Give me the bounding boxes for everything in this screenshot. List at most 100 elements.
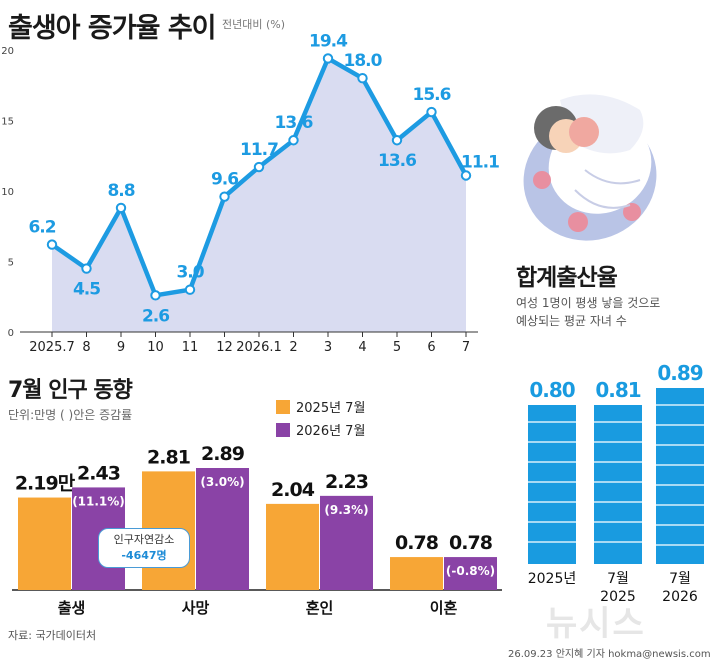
birthrate-bar-chart: 0.80 2025년 0.81 7월 2025 0.89 7월 2026 bbox=[528, 361, 704, 605]
line-point bbox=[81, 263, 92, 274]
population-unit: 단위:만명 ( )안은 증감률 bbox=[8, 408, 133, 422]
bar-value-label: 2.23 bbox=[325, 471, 368, 493]
y-tick-label: 10 bbox=[1, 187, 14, 198]
x-tick-label: 6 bbox=[427, 340, 435, 355]
point-data-label: 8.8 bbox=[107, 181, 134, 201]
line-point bbox=[219, 191, 230, 202]
line-point bbox=[46, 239, 58, 250]
x-tick-label: 2 bbox=[289, 340, 297, 355]
category-label: 이혼 bbox=[430, 599, 458, 617]
x-tick-label: 12 bbox=[216, 340, 233, 355]
population-bar bbox=[320, 495, 373, 590]
bar-value-label: 0.78 bbox=[395, 532, 439, 554]
line-point bbox=[426, 106, 437, 118]
point-data-label: 11.7 bbox=[240, 140, 278, 160]
bar-change-label: (3.0%) bbox=[200, 475, 244, 489]
source-note: 자료: 국가데이터처 bbox=[8, 629, 97, 642]
point-data-label: 6.2 bbox=[28, 218, 55, 238]
x-tick-label: 10 bbox=[147, 340, 164, 355]
line-area-fill bbox=[52, 58, 466, 333]
x-tick-label: 3 bbox=[324, 340, 332, 355]
bar-change-label: (11.1%) bbox=[72, 494, 125, 508]
x-tick-label: 8 bbox=[82, 340, 90, 355]
legend-swatch-orange bbox=[276, 399, 290, 414]
y-tick-label: 20 bbox=[1, 46, 14, 57]
point-data-label: 11.1 bbox=[461, 152, 499, 172]
line-point bbox=[357, 73, 368, 84]
legend-2026: 2026년 7월 bbox=[276, 420, 365, 439]
legend-2025: 2025년 7월 bbox=[276, 397, 365, 416]
callout-value: -4647명 bbox=[121, 549, 167, 562]
line-point bbox=[322, 53, 334, 64]
population-bar bbox=[390, 557, 443, 590]
line-point bbox=[391, 135, 403, 146]
category-label: 혼인 bbox=[306, 599, 334, 617]
line-point bbox=[288, 135, 299, 146]
population-bar-chart: 2.19만 2.43 (11.1%) 출생 2.81 2.89 (3.0%) 사망 2.04 2.… bbox=[12, 443, 502, 617]
point-data-label: 3.0 bbox=[176, 263, 204, 283]
rate-bar bbox=[656, 388, 704, 564]
point-data-label: 19.4 bbox=[309, 31, 348, 51]
birthrate-desc-1: 여성 1명이 평생 낳을 것으로 bbox=[516, 296, 661, 310]
point-data-label: 18.0 bbox=[344, 51, 383, 71]
x-tick-label: 2026.1 bbox=[236, 340, 282, 355]
birthrate-title: 합계출산율 bbox=[516, 265, 618, 291]
rate-category-label: 7월 bbox=[607, 571, 629, 587]
line-point bbox=[150, 290, 161, 301]
population-bar bbox=[18, 497, 71, 590]
rate-category-label: 7월 bbox=[669, 571, 691, 587]
y-tick-label: 0 bbox=[8, 328, 14, 339]
point-data-label: 2.6 bbox=[142, 306, 169, 326]
bar-value-label: 2.89 bbox=[201, 443, 244, 465]
bar-value-label: 2.19만 bbox=[15, 473, 76, 495]
point-data-label: 13.6 bbox=[378, 151, 416, 171]
rate-value-label: 0.80 bbox=[529, 378, 574, 402]
population-bar bbox=[196, 468, 249, 590]
callout-label: 인구자연감소 bbox=[113, 533, 175, 546]
rate-bar bbox=[528, 405, 576, 564]
point-data-label: 13.6 bbox=[275, 113, 313, 133]
bar-value-label: 2.81 bbox=[147, 446, 190, 468]
bar-value-label: 0.78 bbox=[449, 532, 493, 554]
legend-2026-label: 2026년 7월 bbox=[296, 424, 366, 439]
population-bar bbox=[444, 557, 497, 590]
rate-category-label: 2026 bbox=[662, 589, 698, 605]
birthrate-desc-2: 예상되는 평균 자녀 수 bbox=[516, 314, 627, 328]
line-point bbox=[460, 170, 472, 181]
rate-bar bbox=[594, 405, 642, 564]
watermark-logo: 뉴시스 bbox=[546, 604, 646, 644]
rate-value-label: 0.81 bbox=[595, 378, 640, 402]
point-data-label: 15.6 bbox=[413, 85, 451, 105]
natural-decrease-callout: 인구자연감소 -4647명 bbox=[98, 528, 190, 568]
baby-illustration bbox=[523, 94, 657, 241]
legend-swatch-purple bbox=[276, 422, 290, 437]
rate-category-label: 2025년 bbox=[528, 571, 577, 587]
line-point bbox=[115, 202, 127, 214]
y-tick-label: 15 bbox=[1, 117, 14, 128]
y-tick-label: 5 bbox=[8, 258, 14, 269]
category-label: 출생 bbox=[58, 599, 86, 617]
line-chart: 0 5 10 15 20 6.2 2025.7 4.5 8 8.8 9 2.6 10 3.0 11 9.6 12… bbox=[1, 31, 500, 355]
population-bar bbox=[266, 503, 319, 590]
population-title: 7월 인구 동향 bbox=[8, 378, 133, 403]
credit-line: 26.09.23 안지혜 기자 hokma@newsis.com bbox=[508, 649, 711, 660]
x-tick-label: 5 bbox=[393, 340, 401, 355]
x-tick-label: 7 bbox=[462, 340, 470, 355]
bar-value-label: 2.43 bbox=[77, 462, 120, 484]
line-chart-title: 출생아 증가율 추이 bbox=[8, 13, 217, 44]
rate-value-label: 0.89 bbox=[657, 361, 702, 385]
point-data-label: 4.5 bbox=[73, 280, 100, 300]
x-tick-label: 4 bbox=[358, 340, 366, 355]
x-tick-label: 9 bbox=[117, 340, 125, 355]
bar-change-label: (9.3%) bbox=[324, 503, 368, 517]
bar-value-label: 2.04 bbox=[271, 479, 315, 501]
line-chart-unit: 전년대비 (%) bbox=[222, 18, 286, 31]
rate-category-label: 2025 bbox=[600, 589, 636, 605]
legend-2025-label: 2025년 7월 bbox=[296, 401, 366, 416]
category-label: 사망 bbox=[182, 599, 210, 617]
line-point bbox=[184, 284, 196, 295]
point-data-label: 9.6 bbox=[211, 170, 238, 190]
line-point bbox=[253, 161, 265, 173]
bar-change-label: (-0.8%) bbox=[446, 564, 495, 578]
